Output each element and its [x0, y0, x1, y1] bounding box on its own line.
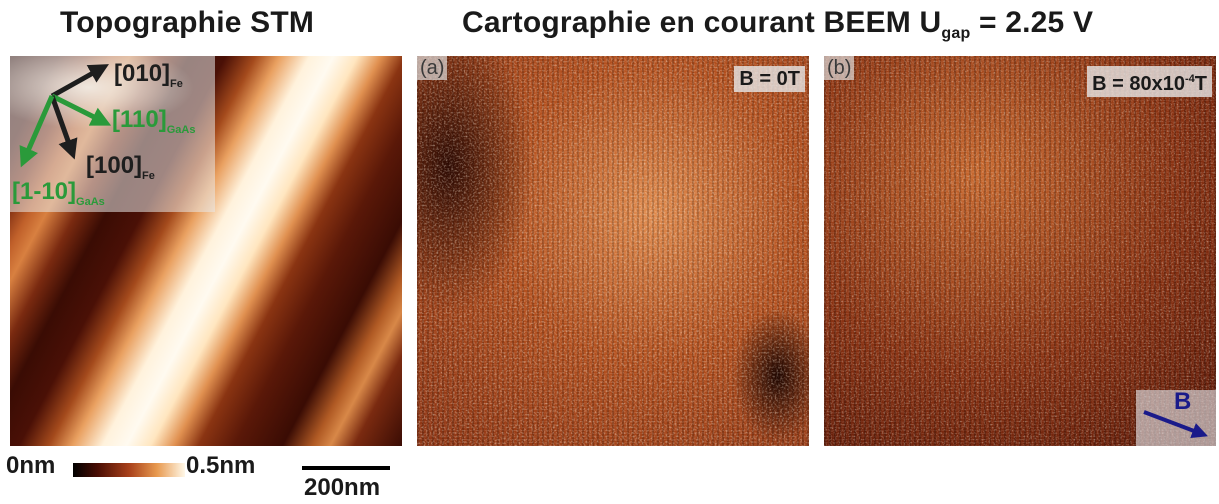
arrow-010-fe-icon	[50, 64, 109, 99]
panel-b-label: (b)	[824, 56, 855, 80]
panel-b-field-label: B = 80x10-4T	[1087, 66, 1212, 97]
arrow-1m10-gaas-icon	[19, 94, 55, 168]
title-voltage: = 2.25 V	[970, 6, 1094, 39]
field-arrow-label: B	[1174, 388, 1192, 415]
colorbar-min-label: 0nm	[6, 452, 56, 479]
scale-bar-label: 200nm	[304, 474, 381, 501]
label-110-gaas: [110]GaAs	[112, 106, 196, 136]
height-colorbar	[73, 463, 185, 477]
colorbar-max-label: 0.5nm	[186, 452, 256, 479]
scale-bar	[302, 466, 390, 470]
title-gap-subscript: gap	[941, 25, 971, 42]
field-arrow-icon	[1143, 410, 1208, 439]
label-1m10-gaas: [1-10]GaAs	[12, 178, 105, 208]
field-direction-inset: B	[1136, 388, 1216, 446]
crystal-orientation-inset: [010]Fe [110]GaAs [100]Fe [1-10]GaAs	[10, 56, 215, 212]
label-010-fe: [010]Fe	[114, 60, 183, 90]
beem-map-a-noise	[417, 56, 809, 446]
beem-map-b: (b) B = 80x10-4T B	[824, 56, 1216, 446]
title-stm-topography: Topographie STM	[60, 6, 315, 39]
stm-topography-image: [010]Fe [110]GaAs [100]Fe [1-10]GaAs	[10, 56, 402, 446]
label-100-fe: [100]Fe	[86, 152, 155, 182]
title-beem-mapping: Cartographie en courant BEEM Ugap = 2.25…	[462, 6, 1093, 43]
panel-a-field-label: B = 0T	[734, 66, 805, 92]
title-beem-text: Cartographie en courant BEEM U	[462, 6, 942, 39]
arrow-110-gaas-icon	[50, 93, 112, 126]
orientation-arrows	[19, 64, 112, 168]
panel-a-label: (a)	[417, 56, 448, 80]
beem-map-a: (a) B = 0T	[417, 56, 809, 446]
arrow-100-fe-icon	[49, 95, 78, 160]
beem-map-b-noise	[824, 56, 1216, 446]
